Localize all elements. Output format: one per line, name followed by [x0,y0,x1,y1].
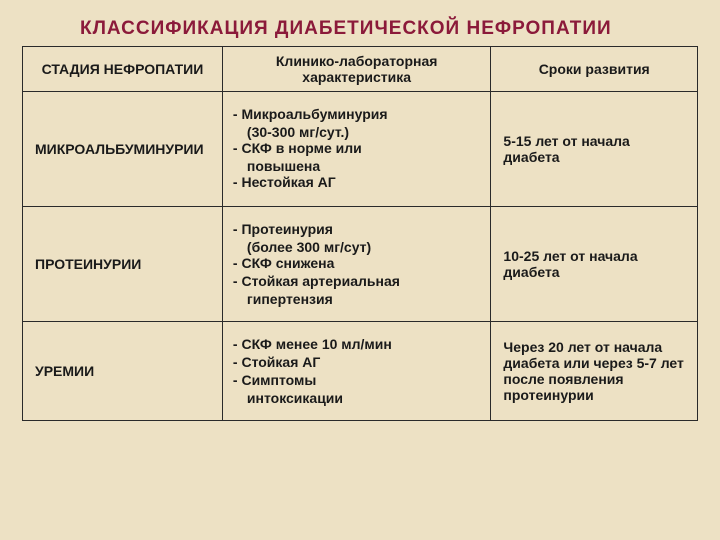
table-row: МИКРОАЛЬБУМИНУРИИ - Микроальбуминурия (3… [23,92,698,207]
timeline-cell: Через 20 лет от начала диабета или через… [491,322,698,421]
header-characteristics: Клинико-лабораторная характеристика [222,47,491,92]
page-title: КЛАССИФИКАЦИЯ ДИАБЕТИЧЕСКОЙ НЕФРОПАТИИ [22,18,698,40]
char-item: - Стойкая артериальная [233,273,481,289]
header-timeline: Сроки развития [491,47,698,92]
char-item: - Симптомы [233,372,481,388]
characteristics-cell: - Протеинурия (более 300 мг/сут) - СКФ с… [222,207,491,322]
char-subitem: (более 300 мг/сут) [233,239,481,255]
char-subitem: гипертензия [233,291,481,307]
timeline-cell: 10-25 лет от начала диабета [491,207,698,322]
char-item: - Стойкая АГ [233,354,481,370]
table-header-row: СТАДИЯ НЕФРОПАТИИ Клинико-лабораторная х… [23,47,698,92]
classification-table: СТАДИЯ НЕФРОПАТИИ Клинико-лабораторная х… [22,46,698,421]
timeline-cell: 5-15 лет от начала диабета [491,92,698,207]
stage-cell: УРЕМИИ [23,322,223,421]
characteristics-cell: - Микроальбуминурия (30-300 мг/сут.) - С… [222,92,491,207]
char-item: - СКФ снижена [233,255,481,271]
header-stage: СТАДИЯ НЕФРОПАТИИ [23,47,223,92]
char-item: - Протеинурия [233,221,481,237]
stage-cell: ПРОТЕИНУРИИ [23,207,223,322]
char-item: - Микроальбуминурия [233,106,481,122]
char-item: - СКФ менее 10 мл/мин [233,336,481,352]
char-subitem: интоксикации [233,390,481,406]
characteristics-cell: - СКФ менее 10 мл/мин - Стойкая АГ - Сим… [222,322,491,421]
char-item: - Нестойкая АГ [233,174,481,190]
table-row: ПРОТЕИНУРИИ - Протеинурия (более 300 мг/… [23,207,698,322]
char-subitem: повышена [233,158,481,174]
char-subitem: (30-300 мг/сут.) [233,124,481,140]
char-item: - СКФ в норме или [233,140,481,156]
table-row: УРЕМИИ - СКФ менее 10 мл/мин - Стойкая А… [23,322,698,421]
stage-cell: МИКРОАЛЬБУМИНУРИИ [23,92,223,207]
